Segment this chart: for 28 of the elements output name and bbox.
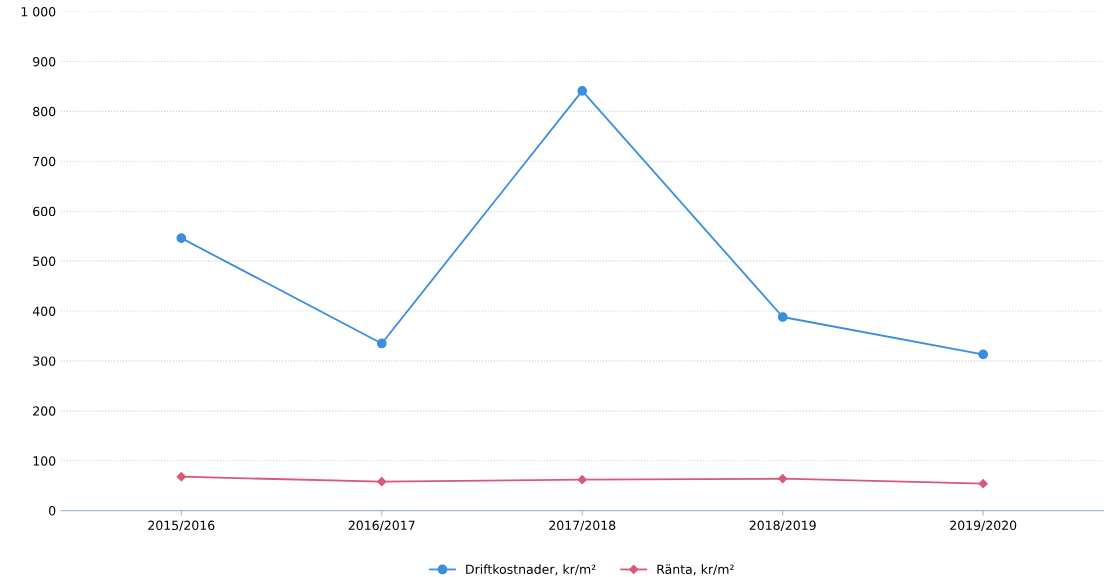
point xyxy=(777,312,788,322)
y-tick-label: 800 xyxy=(33,106,56,117)
x-tick-label: 2017/2018 xyxy=(549,520,616,532)
point xyxy=(577,86,588,96)
x-tick-label: 2019/2020 xyxy=(950,520,1017,532)
x-tick-label: 2018/2019 xyxy=(749,520,816,532)
y-tick-label: 200 xyxy=(33,406,56,416)
y-tick-label: 0 xyxy=(49,506,56,516)
point xyxy=(978,479,988,489)
x-tick-label: 2016/2017 xyxy=(348,520,415,532)
legend-label: Ränta, kr/m² xyxy=(657,564,734,576)
point xyxy=(778,474,788,484)
point xyxy=(376,338,387,349)
y-tick-label: 900 xyxy=(33,56,56,67)
point xyxy=(377,477,387,487)
point xyxy=(577,475,587,485)
y-tick-label: 600 xyxy=(33,206,56,217)
y-tick-label: 1 000 xyxy=(21,7,56,17)
legend-label: Driftkostnader, kr/m² xyxy=(466,564,596,576)
y-tick-label: 100 xyxy=(33,456,56,466)
point xyxy=(176,233,187,243)
y-tick-label: 700 xyxy=(33,156,56,167)
y-tick-label: 500 xyxy=(33,256,56,267)
x-tick-label: 2015/2016 xyxy=(148,520,215,532)
y-tick-label: 300 xyxy=(33,356,56,366)
point xyxy=(978,349,989,360)
point xyxy=(176,472,186,482)
y-tick-label: 400 xyxy=(32,306,56,316)
